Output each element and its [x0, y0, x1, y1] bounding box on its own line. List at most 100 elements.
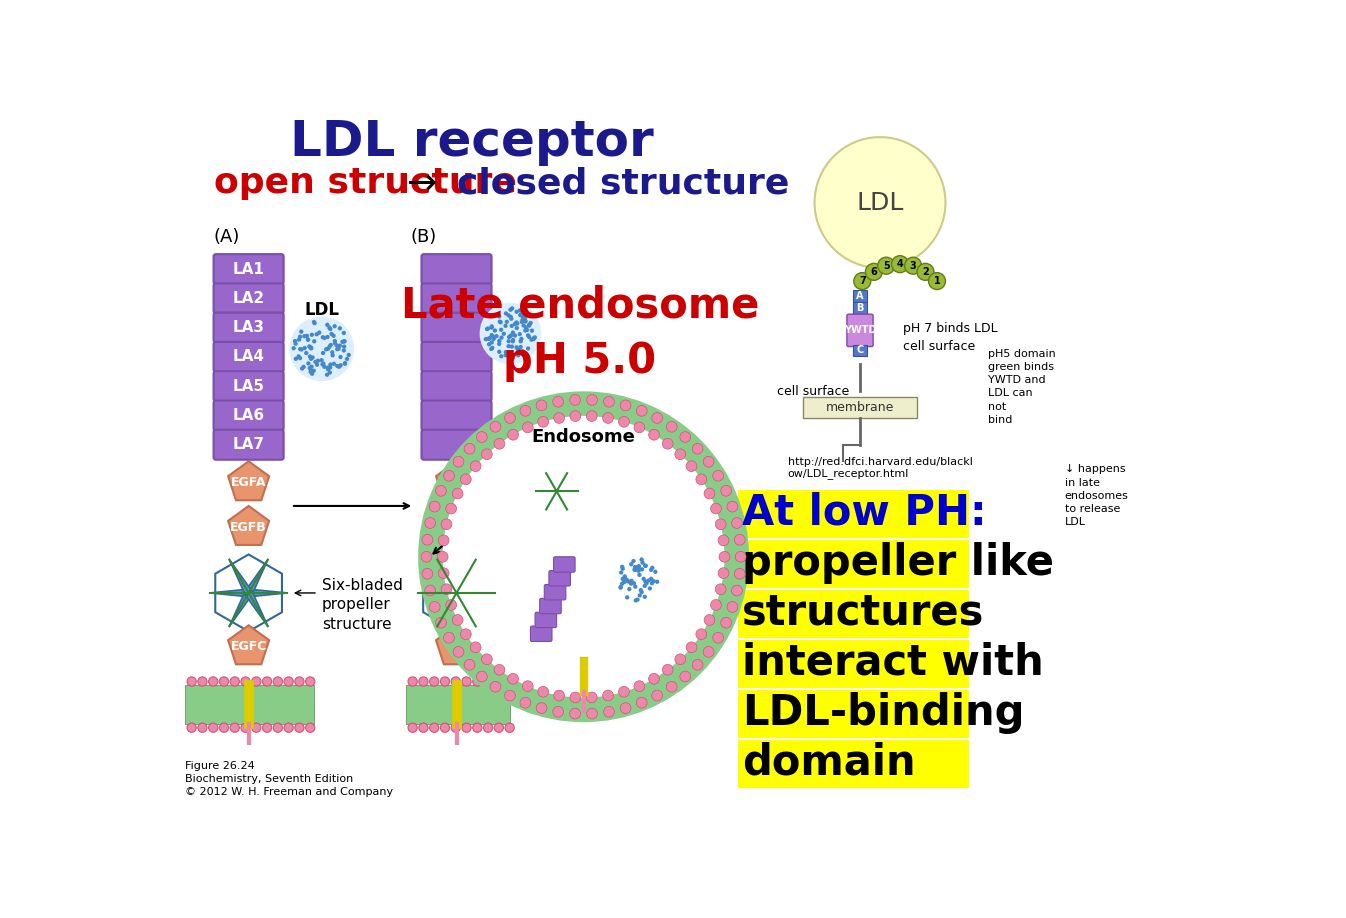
- Circle shape: [662, 665, 673, 675]
- Circle shape: [312, 321, 316, 325]
- Circle shape: [638, 588, 643, 592]
- Circle shape: [536, 702, 546, 713]
- Circle shape: [503, 350, 507, 354]
- Circle shape: [625, 579, 630, 583]
- Circle shape: [490, 681, 501, 692]
- Polygon shape: [437, 560, 460, 595]
- Circle shape: [520, 698, 530, 708]
- Circle shape: [511, 338, 516, 342]
- Circle shape: [315, 363, 319, 367]
- Circle shape: [297, 334, 303, 339]
- Circle shape: [653, 570, 657, 574]
- Circle shape: [460, 474, 471, 485]
- Polygon shape: [530, 500, 557, 526]
- FancyBboxPatch shape: [421, 284, 491, 313]
- Text: At low PH:: At low PH:: [742, 491, 987, 533]
- Circle shape: [865, 263, 883, 280]
- Circle shape: [525, 328, 529, 332]
- Circle shape: [462, 677, 471, 686]
- Circle shape: [490, 421, 501, 432]
- Circle shape: [639, 590, 643, 594]
- Circle shape: [637, 698, 647, 708]
- Circle shape: [486, 327, 490, 330]
- Circle shape: [696, 474, 707, 485]
- Circle shape: [454, 456, 464, 467]
- FancyBboxPatch shape: [214, 313, 284, 342]
- Circle shape: [319, 358, 324, 363]
- Circle shape: [704, 615, 715, 625]
- Circle shape: [299, 347, 304, 352]
- Polygon shape: [436, 506, 476, 545]
- Polygon shape: [536, 489, 557, 493]
- Circle shape: [486, 337, 490, 341]
- Circle shape: [643, 579, 647, 584]
- Text: Endosome: Endosome: [532, 429, 635, 446]
- Circle shape: [514, 320, 518, 325]
- Circle shape: [526, 323, 532, 328]
- Circle shape: [647, 587, 651, 590]
- Circle shape: [209, 723, 218, 733]
- Circle shape: [341, 340, 345, 344]
- Circle shape: [853, 273, 871, 289]
- Circle shape: [619, 417, 630, 427]
- FancyBboxPatch shape: [421, 254, 491, 285]
- Circle shape: [623, 575, 627, 578]
- Circle shape: [292, 346, 296, 351]
- Circle shape: [651, 412, 662, 423]
- Circle shape: [419, 677, 428, 686]
- FancyBboxPatch shape: [214, 284, 284, 313]
- Text: Six-bladed
propeller
structure: Six-bladed propeller structure: [322, 577, 402, 633]
- Circle shape: [342, 344, 346, 349]
- Circle shape: [625, 595, 630, 599]
- Circle shape: [621, 577, 625, 581]
- FancyBboxPatch shape: [530, 626, 552, 642]
- Circle shape: [304, 334, 310, 338]
- Circle shape: [509, 317, 513, 321]
- Circle shape: [308, 345, 314, 350]
- Circle shape: [332, 324, 336, 329]
- Circle shape: [441, 519, 452, 530]
- Circle shape: [303, 334, 307, 339]
- Circle shape: [649, 567, 653, 572]
- Circle shape: [472, 677, 482, 686]
- Circle shape: [703, 646, 713, 657]
- FancyBboxPatch shape: [214, 254, 284, 285]
- Text: domain: domain: [742, 742, 915, 784]
- Text: LDL: LDL: [304, 301, 339, 319]
- Circle shape: [310, 372, 314, 375]
- Circle shape: [516, 321, 520, 326]
- Circle shape: [476, 431, 487, 442]
- Text: open structure: open structure: [214, 166, 517, 200]
- Circle shape: [323, 336, 327, 340]
- Circle shape: [343, 361, 347, 365]
- Circle shape: [295, 723, 304, 733]
- Circle shape: [656, 579, 660, 584]
- Circle shape: [528, 322, 532, 327]
- Circle shape: [630, 578, 634, 583]
- Circle shape: [532, 337, 536, 341]
- Circle shape: [490, 341, 494, 344]
- Text: →: →: [406, 166, 437, 200]
- FancyBboxPatch shape: [738, 640, 969, 688]
- Circle shape: [342, 340, 346, 343]
- Circle shape: [516, 353, 521, 357]
- Circle shape: [327, 344, 331, 349]
- Polygon shape: [419, 589, 456, 597]
- Polygon shape: [557, 489, 577, 493]
- Circle shape: [470, 461, 481, 472]
- Circle shape: [621, 702, 631, 713]
- Circle shape: [497, 314, 501, 319]
- Circle shape: [529, 338, 533, 341]
- Circle shape: [436, 486, 447, 497]
- Polygon shape: [249, 589, 287, 597]
- Circle shape: [490, 324, 494, 329]
- Circle shape: [645, 581, 649, 586]
- Circle shape: [310, 332, 314, 337]
- Circle shape: [497, 350, 502, 354]
- Circle shape: [262, 723, 272, 733]
- Circle shape: [633, 585, 638, 588]
- Circle shape: [336, 347, 341, 351]
- FancyBboxPatch shape: [421, 430, 491, 460]
- Circle shape: [470, 642, 481, 653]
- Circle shape: [316, 359, 320, 363]
